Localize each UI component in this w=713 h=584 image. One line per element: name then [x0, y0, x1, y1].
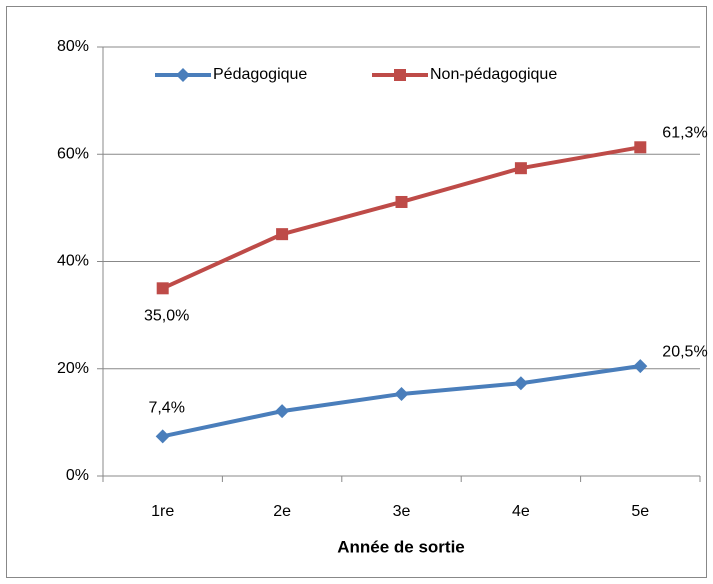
data-point [156, 282, 169, 295]
data-label: 35,0% [144, 308, 189, 325]
data-point [275, 404, 290, 419]
data-point [514, 162, 527, 175]
data-label: 7,4% [148, 400, 184, 417]
legend-label: Pédagogique [213, 66, 307, 83]
y-tick-label: 20% [57, 360, 89, 377]
x-tick-label: 3e [393, 503, 411, 520]
data-point [394, 386, 409, 401]
y-tick-label: 0% [66, 467, 89, 484]
x-tick-label: 4e [512, 503, 530, 520]
data-point [276, 228, 289, 241]
x-tick-label: 1re [151, 503, 174, 520]
chart-frame [6, 6, 707, 578]
data-point [633, 359, 648, 374]
legend-marker [176, 68, 190, 82]
data-point [155, 429, 170, 444]
data-point [395, 195, 408, 208]
legend-marker [394, 69, 406, 81]
x-axis-title: Année de sortie [337, 537, 465, 556]
data-label: 20,5% [662, 343, 707, 360]
y-tick-label: 60% [57, 145, 89, 162]
x-tick-label: 2e [273, 503, 291, 520]
y-tick-label: 40% [57, 253, 89, 270]
legend-label: Non-pédagogique [430, 66, 557, 83]
data-point [513, 376, 528, 391]
data-point [634, 141, 647, 154]
data-label: 61,3% [662, 124, 707, 141]
x-tick-label: 5e [631, 503, 649, 520]
y-tick-label: 80% [57, 38, 89, 55]
